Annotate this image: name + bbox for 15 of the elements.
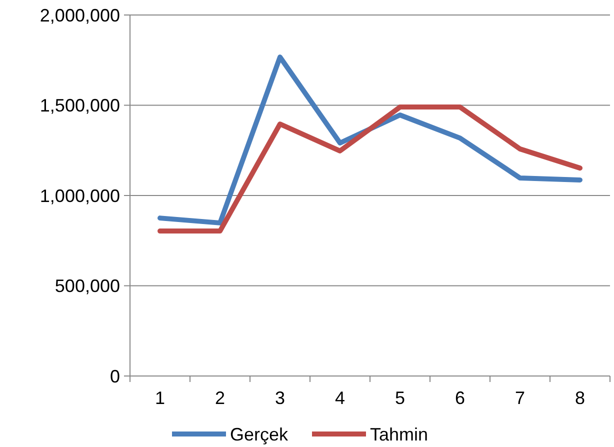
y-tick-label: 1,000,000 [40, 186, 120, 206]
y-tick-label: 0 [110, 366, 120, 386]
legend-label: Tahmin [370, 424, 428, 444]
x-tick-label: 1 [154, 388, 166, 408]
x-tick-label: 5 [394, 388, 406, 408]
x-tick-label: 4 [334, 388, 346, 408]
y-tick-label: 1,500,000 [40, 96, 120, 116]
legend-label: Gerçek [230, 424, 290, 444]
y-tick-label: 500,000 [54, 276, 120, 296]
x-tick-label: 8 [574, 388, 586, 408]
x-tick-label: 6 [454, 388, 466, 408]
x-tick-label: 2 [214, 388, 226, 408]
x-tick-label: 7 [514, 388, 526, 408]
y-tick-label: 2,000,000 [40, 5, 120, 26]
x-tick-label: 3 [274, 388, 286, 408]
